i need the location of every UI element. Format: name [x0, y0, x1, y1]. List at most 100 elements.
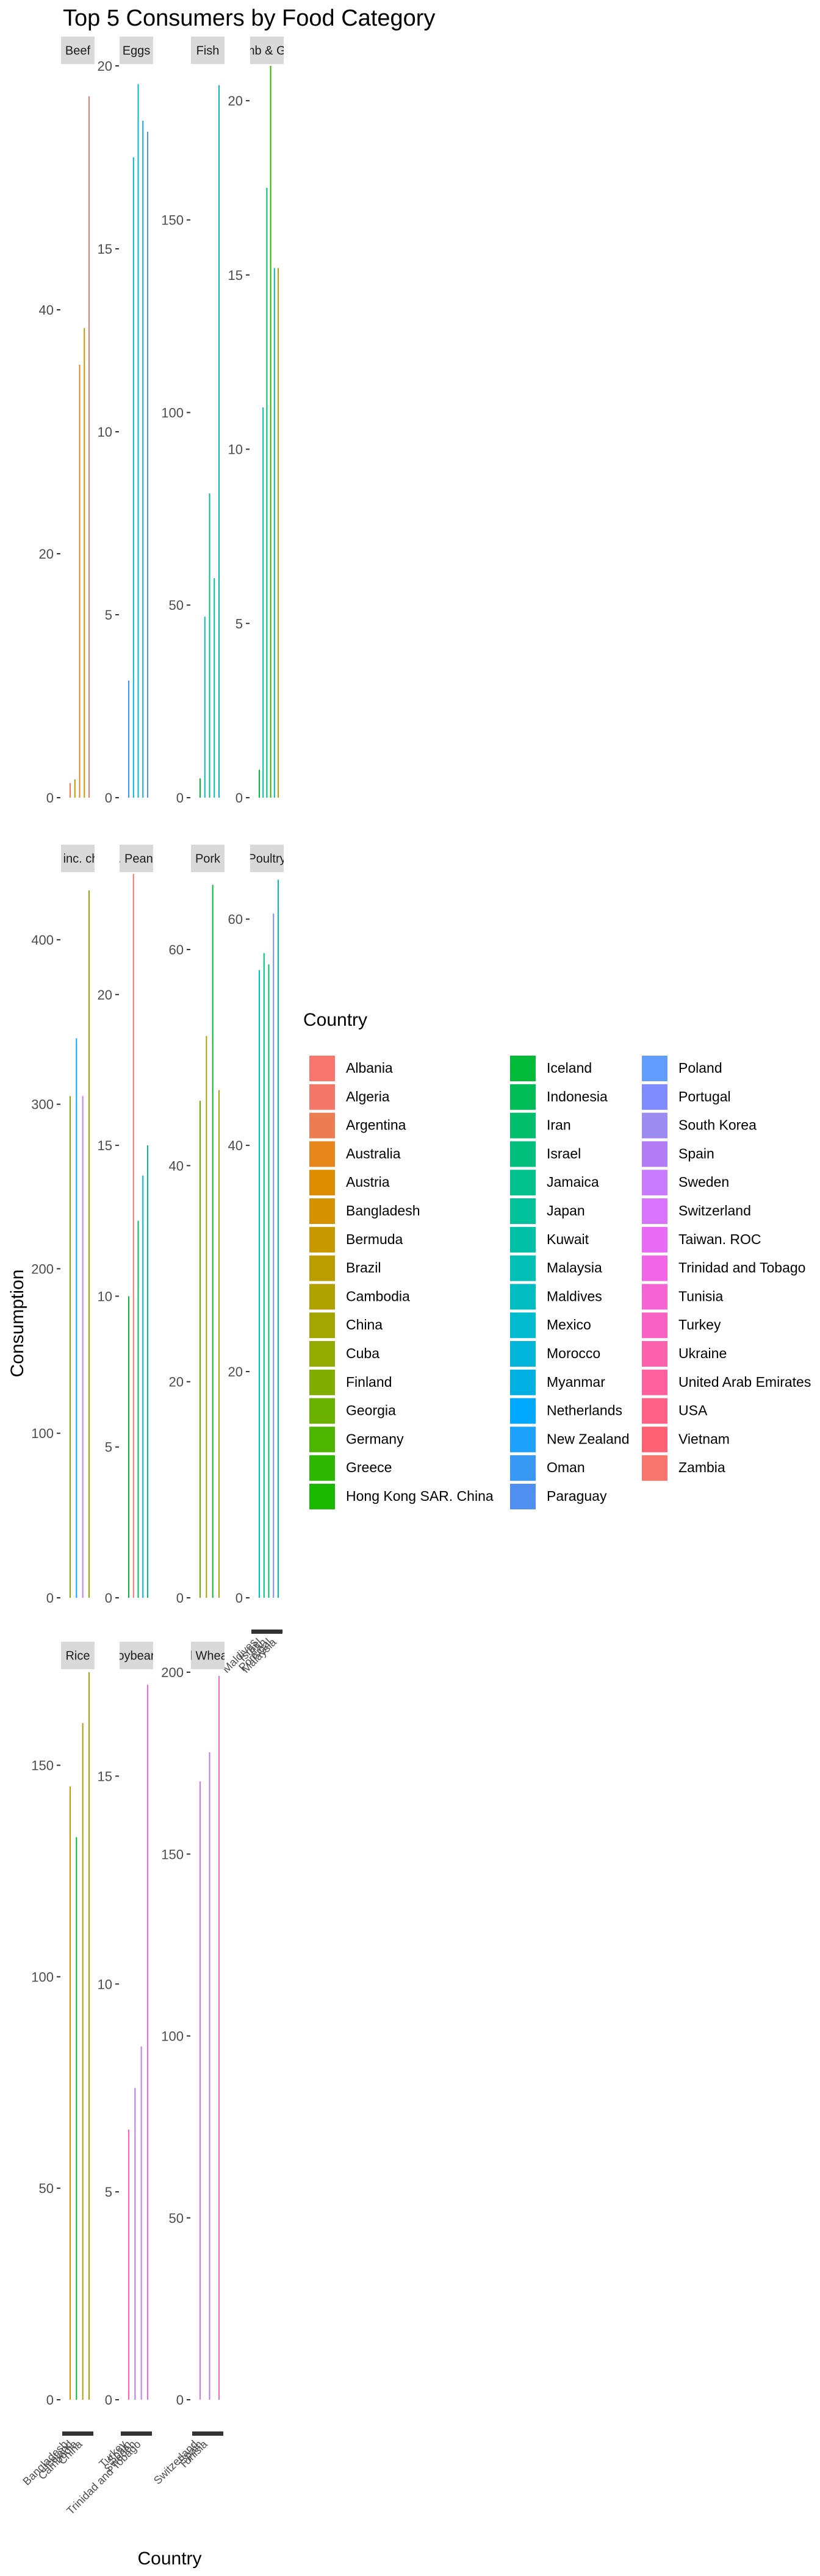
- legend-item-greece: Greece: [309, 1455, 392, 1481]
- bar-morocco: [142, 1175, 144, 1598]
- legend-item-georgia: Georgia: [309, 1398, 396, 1424]
- facet-strip-label: Fish: [196, 45, 220, 58]
- legend-key: [642, 1312, 667, 1339]
- facet-wheat-and-wheat-products: Wheat and Wheat Products050100150200Swit…: [151, 1642, 225, 2487]
- y-tick-label: 100: [31, 1426, 54, 1441]
- legend-item-israel: Israel: [510, 1141, 581, 1167]
- bar-portugal: [273, 913, 275, 1598]
- legend-label: Iran: [547, 1117, 571, 1133]
- legend-key: [510, 1426, 536, 1453]
- y-tick-label: 60: [228, 912, 243, 927]
- legend-key: [642, 1170, 667, 1196]
- legend-key: [642, 1341, 667, 1367]
- legend-item-poland: Poland: [642, 1056, 722, 1081]
- legend-key: [309, 1484, 335, 1509]
- y-tick-label: 150: [161, 1847, 184, 1862]
- bar-jamaica: [209, 493, 210, 798]
- legend-key: [642, 1226, 667, 1253]
- legend-item-jamaica: Jamaica: [510, 1170, 599, 1196]
- legend-item-trinidad-and-tobago: Trinidad and Tobago: [642, 1255, 805, 1281]
- y-tick-label: 5: [105, 1440, 112, 1455]
- legend-item-south-korea: South Korea: [642, 1112, 757, 1139]
- facet-strip: [120, 845, 153, 872]
- legend-label: Israel: [547, 1145, 581, 1161]
- y-tick-label: 0: [236, 1590, 243, 1606]
- bar-brazil: [218, 1090, 220, 1598]
- legend-key: [309, 1112, 335, 1139]
- bar-bermuda: [84, 328, 85, 798]
- legend-key: [642, 1255, 667, 1281]
- legend-item-china: China: [309, 1312, 383, 1339]
- bar-cambodia: [206, 1036, 207, 1598]
- legend-key: [309, 1369, 335, 1395]
- legend-label: Indonesia: [547, 1089, 608, 1104]
- facet-strip: [61, 37, 95, 64]
- y-tick-label: 20: [98, 987, 112, 1003]
- legend-label: Portugal: [678, 1089, 731, 1104]
- bar-paraguay: [147, 132, 148, 798]
- legend-item-oman: Oman: [510, 1455, 585, 1481]
- legend-item-usa: USA: [642, 1398, 708, 1424]
- y-tick-label: 50: [169, 598, 184, 613]
- legend-key: [309, 1426, 335, 1453]
- facet-eggs: Eggs 0 5 10 15 20: [98, 37, 153, 806]
- legend-key: [309, 1255, 335, 1281]
- bar-iceland: [76, 1837, 77, 2400]
- legend-key: [510, 1255, 536, 1281]
- y-tick-label: 0: [105, 2392, 112, 2408]
- legend-key: [309, 1170, 335, 1196]
- bar-malaysia: [214, 578, 215, 798]
- bar-kuwait: [273, 268, 275, 798]
- legend-label: Austria: [346, 1174, 390, 1190]
- y-tick-label: 100: [161, 405, 184, 420]
- legend-key: [642, 1398, 667, 1424]
- legend-label: USA: [678, 1403, 708, 1419]
- facet-strip: [250, 845, 284, 872]
- legend-label: Jamaica: [547, 1174, 599, 1190]
- legend-label: Hong Kong SAR. China: [346, 1488, 494, 1504]
- y-tick-label: 10: [98, 424, 112, 440]
- legend-item-australia: Australia: [309, 1141, 401, 1167]
- bar-sweden: [140, 2046, 142, 2400]
- y-tick-label: 20: [98, 59, 112, 74]
- legend-label: Oman: [547, 1459, 585, 1475]
- legend-label: Switzerland: [678, 1203, 751, 1218]
- facet-rice: Rice050100150BangladeshIcelandCambodiaCh…: [20, 1642, 95, 2488]
- legend-label: Algeria: [346, 1089, 390, 1104]
- legend-key: [642, 1369, 667, 1395]
- y-tick-label: 0: [176, 2392, 184, 2408]
- legend-item-maldives: Maldives: [510, 1284, 602, 1310]
- legend-key: [510, 1170, 536, 1196]
- legend-item-myanmar: Myanmar: [510, 1369, 605, 1395]
- facet-strip: [61, 845, 95, 872]
- legend-key: [309, 1226, 335, 1253]
- y-tick-label: 0: [105, 790, 112, 806]
- y-tick-label: 50: [39, 2181, 54, 2196]
- facet-nuts-inc-peanut-butter: Nuts inc. Peanut Butter 0 5 10 15 20: [98, 845, 153, 1606]
- bar-iceland: [128, 1296, 129, 1598]
- bar-indonesia: [137, 1220, 139, 1598]
- legend-item-austria: Austria: [309, 1170, 390, 1196]
- bar-iran: [268, 964, 270, 1598]
- facet-soybeans: Soybeans051015TurkeySpainSwedenTrinidad …: [64, 1642, 153, 2517]
- bar-sweden: [82, 1096, 84, 1598]
- legend-item-finland: Finland: [309, 1369, 392, 1395]
- legend-label: Brazil: [346, 1260, 381, 1276]
- bar-maldives: [204, 617, 206, 798]
- legend-item-bangladesh: Bangladesh: [309, 1198, 420, 1224]
- bar-turkey: [128, 2129, 129, 2400]
- y-tick-label: 50: [169, 2211, 184, 2226]
- bar-algeria: [132, 874, 134, 1598]
- legend-item-brazil: Brazil: [309, 1255, 381, 1281]
- bar-morocco: [132, 157, 134, 798]
- y-tick-label: 15: [98, 1769, 112, 1784]
- bar-bermuda: [278, 268, 279, 798]
- legend-label: Bangladesh: [346, 1203, 420, 1218]
- legend-label: Taiwan. ROC: [678, 1231, 761, 1247]
- y-tick-label: 200: [31, 1261, 54, 1276]
- legend-label: Albania: [346, 1060, 393, 1076]
- legend-key: [510, 1312, 536, 1339]
